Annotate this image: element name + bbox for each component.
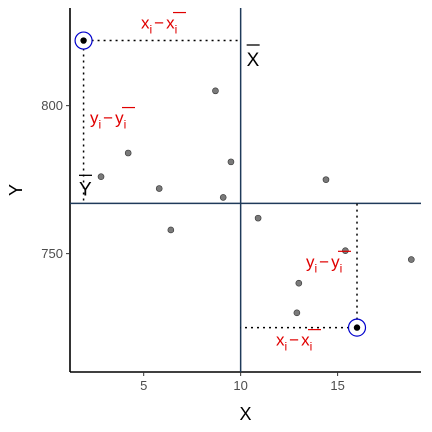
y-tick-label: 750 [41, 246, 63, 261]
data-point [124, 149, 132, 157]
y-axis-title: Y [6, 184, 26, 196]
annotation-text: xi − xi [141, 14, 177, 37]
highlight-ring [347, 318, 367, 337]
y-tick-label: 800 [41, 98, 63, 113]
x-axis-title: X [239, 404, 251, 424]
annotation-text: yi − yi [90, 109, 126, 132]
data-point [219, 194, 227, 201]
data-point [167, 226, 175, 234]
y-deviation-label-left: yi − yi [90, 106, 135, 132]
data-point [342, 247, 349, 254]
x-deviation-label-bottom: xi − xi [276, 329, 321, 354]
data-points [74, 31, 415, 337]
highlighted-point [353, 324, 361, 331]
x-tick-label: 5 [140, 378, 147, 393]
data-point [293, 309, 301, 317]
x-deviation-label-top: xi − xi [141, 11, 186, 37]
data-point [227, 158, 235, 166]
x-tick-label: 10 [233, 378, 247, 393]
highlighted-point [80, 37, 87, 44]
highlight-ring [74, 31, 93, 50]
x-tick-label: 15 [330, 378, 344, 393]
mean-lines [70, 8, 421, 372]
data-point [97, 173, 105, 180]
deviation-guides [82, 39, 358, 329]
data-point [254, 214, 262, 222]
annotation-text: xi − xi [276, 331, 312, 354]
y-deviation-label-right: yi − yi [306, 250, 351, 275]
annotation-text: yi − yi [306, 252, 342, 275]
mean-y-label: Y [79, 179, 92, 200]
data-point [212, 87, 219, 95]
data-point [408, 256, 415, 263]
data-point [295, 279, 303, 287]
axes: 5 10 15 750 800 [41, 8, 421, 393]
data-point [155, 185, 163, 192]
data-point [322, 176, 330, 183]
mean-x-label: X [247, 50, 260, 71]
chart-labels: X Y X Yxi − xi yi − yi yi − yi xi − xi [6, 11, 351, 424]
